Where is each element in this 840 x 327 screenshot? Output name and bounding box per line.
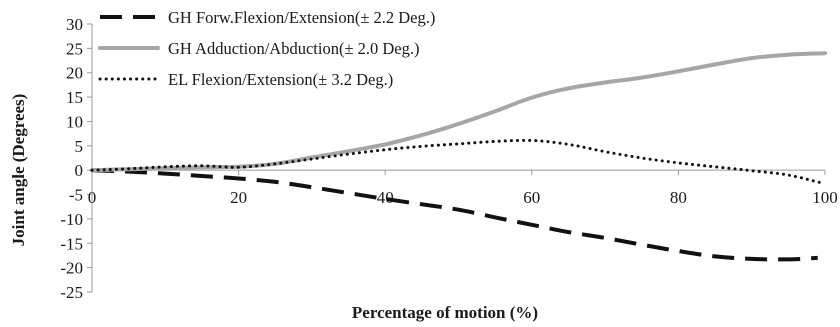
series-gh-adduction-abduction-line	[90, 51, 827, 173]
x-tick-label: 0	[88, 188, 97, 207]
y-tick-label: 10	[66, 112, 83, 131]
legend-item-gh-forw-flexion-extension: GH Forw.Flexion/Extension(± 2.2 Deg.)	[168, 8, 435, 27]
y-axis-ticks: 30 25 20 15 10 5 0 -5 -10 -15 -20 -25	[60, 15, 92, 302]
x-axis-title: Percentage of motion (%)	[352, 303, 538, 322]
x-tick-label: 60	[523, 188, 540, 207]
x-tick-label: 40	[377, 188, 394, 207]
chart-axes	[91, 24, 825, 292]
chart-series-lines	[90, 51, 827, 262]
y-tick-label: 5	[75, 137, 84, 156]
chart-legend: GH Forw.Flexion/Extension(± 2.2 Deg.) GH …	[98, 8, 435, 89]
legend-item-el-flexion-extension: EL Flexion/Extension(± 3.2 Deg.)	[168, 70, 393, 89]
series-el-flexion-extension-line	[90, 138, 827, 186]
y-tick-label: 25	[66, 39, 83, 58]
legend-item-gh-adduction-abduction: GH Adduction/Abduction(± 2.0 Deg.)	[168, 39, 419, 58]
y-tick-label: -20	[60, 259, 83, 278]
y-tick-label: -10	[60, 210, 83, 229]
y-tick-label: 0	[75, 161, 84, 180]
x-tick-label: 80	[670, 188, 687, 207]
y-axis-title: Joint angle (Degrees)	[9, 94, 28, 247]
y-tick-label: 30	[66, 15, 83, 34]
series-gh-forw-flexion-extension-line	[91, 168, 818, 262]
y-tick-label: -15	[60, 234, 83, 253]
y-tick-label: -5	[69, 186, 83, 205]
y-tick-label: 20	[66, 64, 83, 83]
y-tick-label: -25	[60, 283, 83, 302]
x-tick-label: 20	[230, 188, 247, 207]
x-tick-label: 100	[812, 188, 838, 207]
x-axis-ticks: 0 20 40 60 80 100	[88, 170, 838, 207]
y-tick-label: 15	[66, 88, 83, 107]
